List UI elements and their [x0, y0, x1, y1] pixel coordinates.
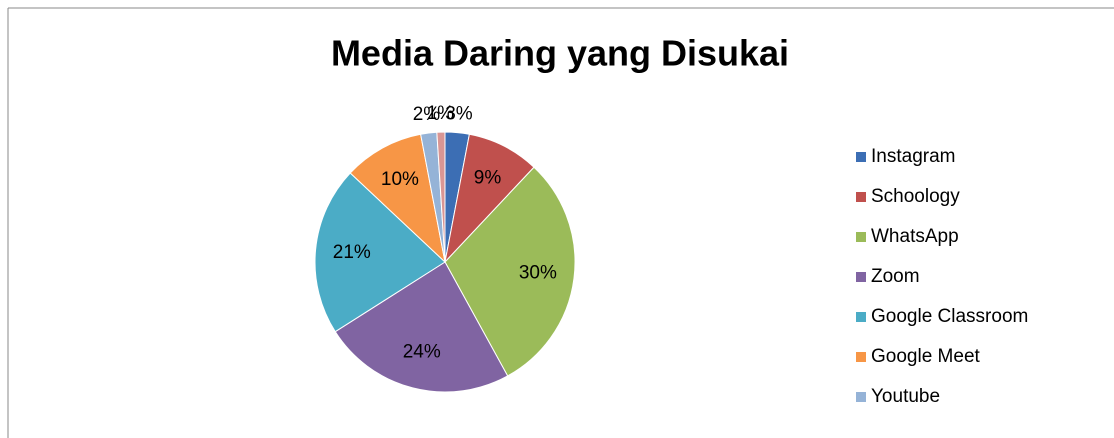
data-label: 9% [474, 168, 502, 189]
legend-swatch [856, 312, 866, 322]
data-label: 24% [403, 342, 441, 363]
pie-slice [436, 131, 446, 263]
data-label: 2% [413, 104, 441, 125]
legend-swatch [856, 392, 866, 402]
legend-label: Schoology [871, 186, 960, 207]
legend-swatch [856, 192, 866, 202]
data-label: 30% [519, 263, 557, 284]
pie-slice [314, 172, 446, 333]
data-label: 1% [427, 103, 455, 124]
data-label: 3% [445, 104, 473, 125]
legend-swatch [856, 152, 866, 162]
legend-label: WhatsApp [871, 226, 959, 247]
pie-slice [334, 261, 509, 393]
legend-swatch [856, 272, 866, 282]
data-label: 10% [381, 169, 419, 190]
legend-swatch [856, 352, 866, 362]
data-label: 21% [333, 242, 371, 263]
legend-label: Youtube [871, 386, 940, 407]
pie-slice [444, 166, 576, 377]
chart-title: Media Daring yang Disukai [331, 33, 789, 74]
legend-label: Google Meet [871, 346, 981, 367]
legend-swatch [856, 232, 866, 242]
legend-label: Google Classroom [871, 306, 1028, 327]
pie-slice [349, 133, 446, 264]
legend-label: Zoom [871, 266, 920, 287]
legend-label: Instagram [871, 146, 955, 167]
